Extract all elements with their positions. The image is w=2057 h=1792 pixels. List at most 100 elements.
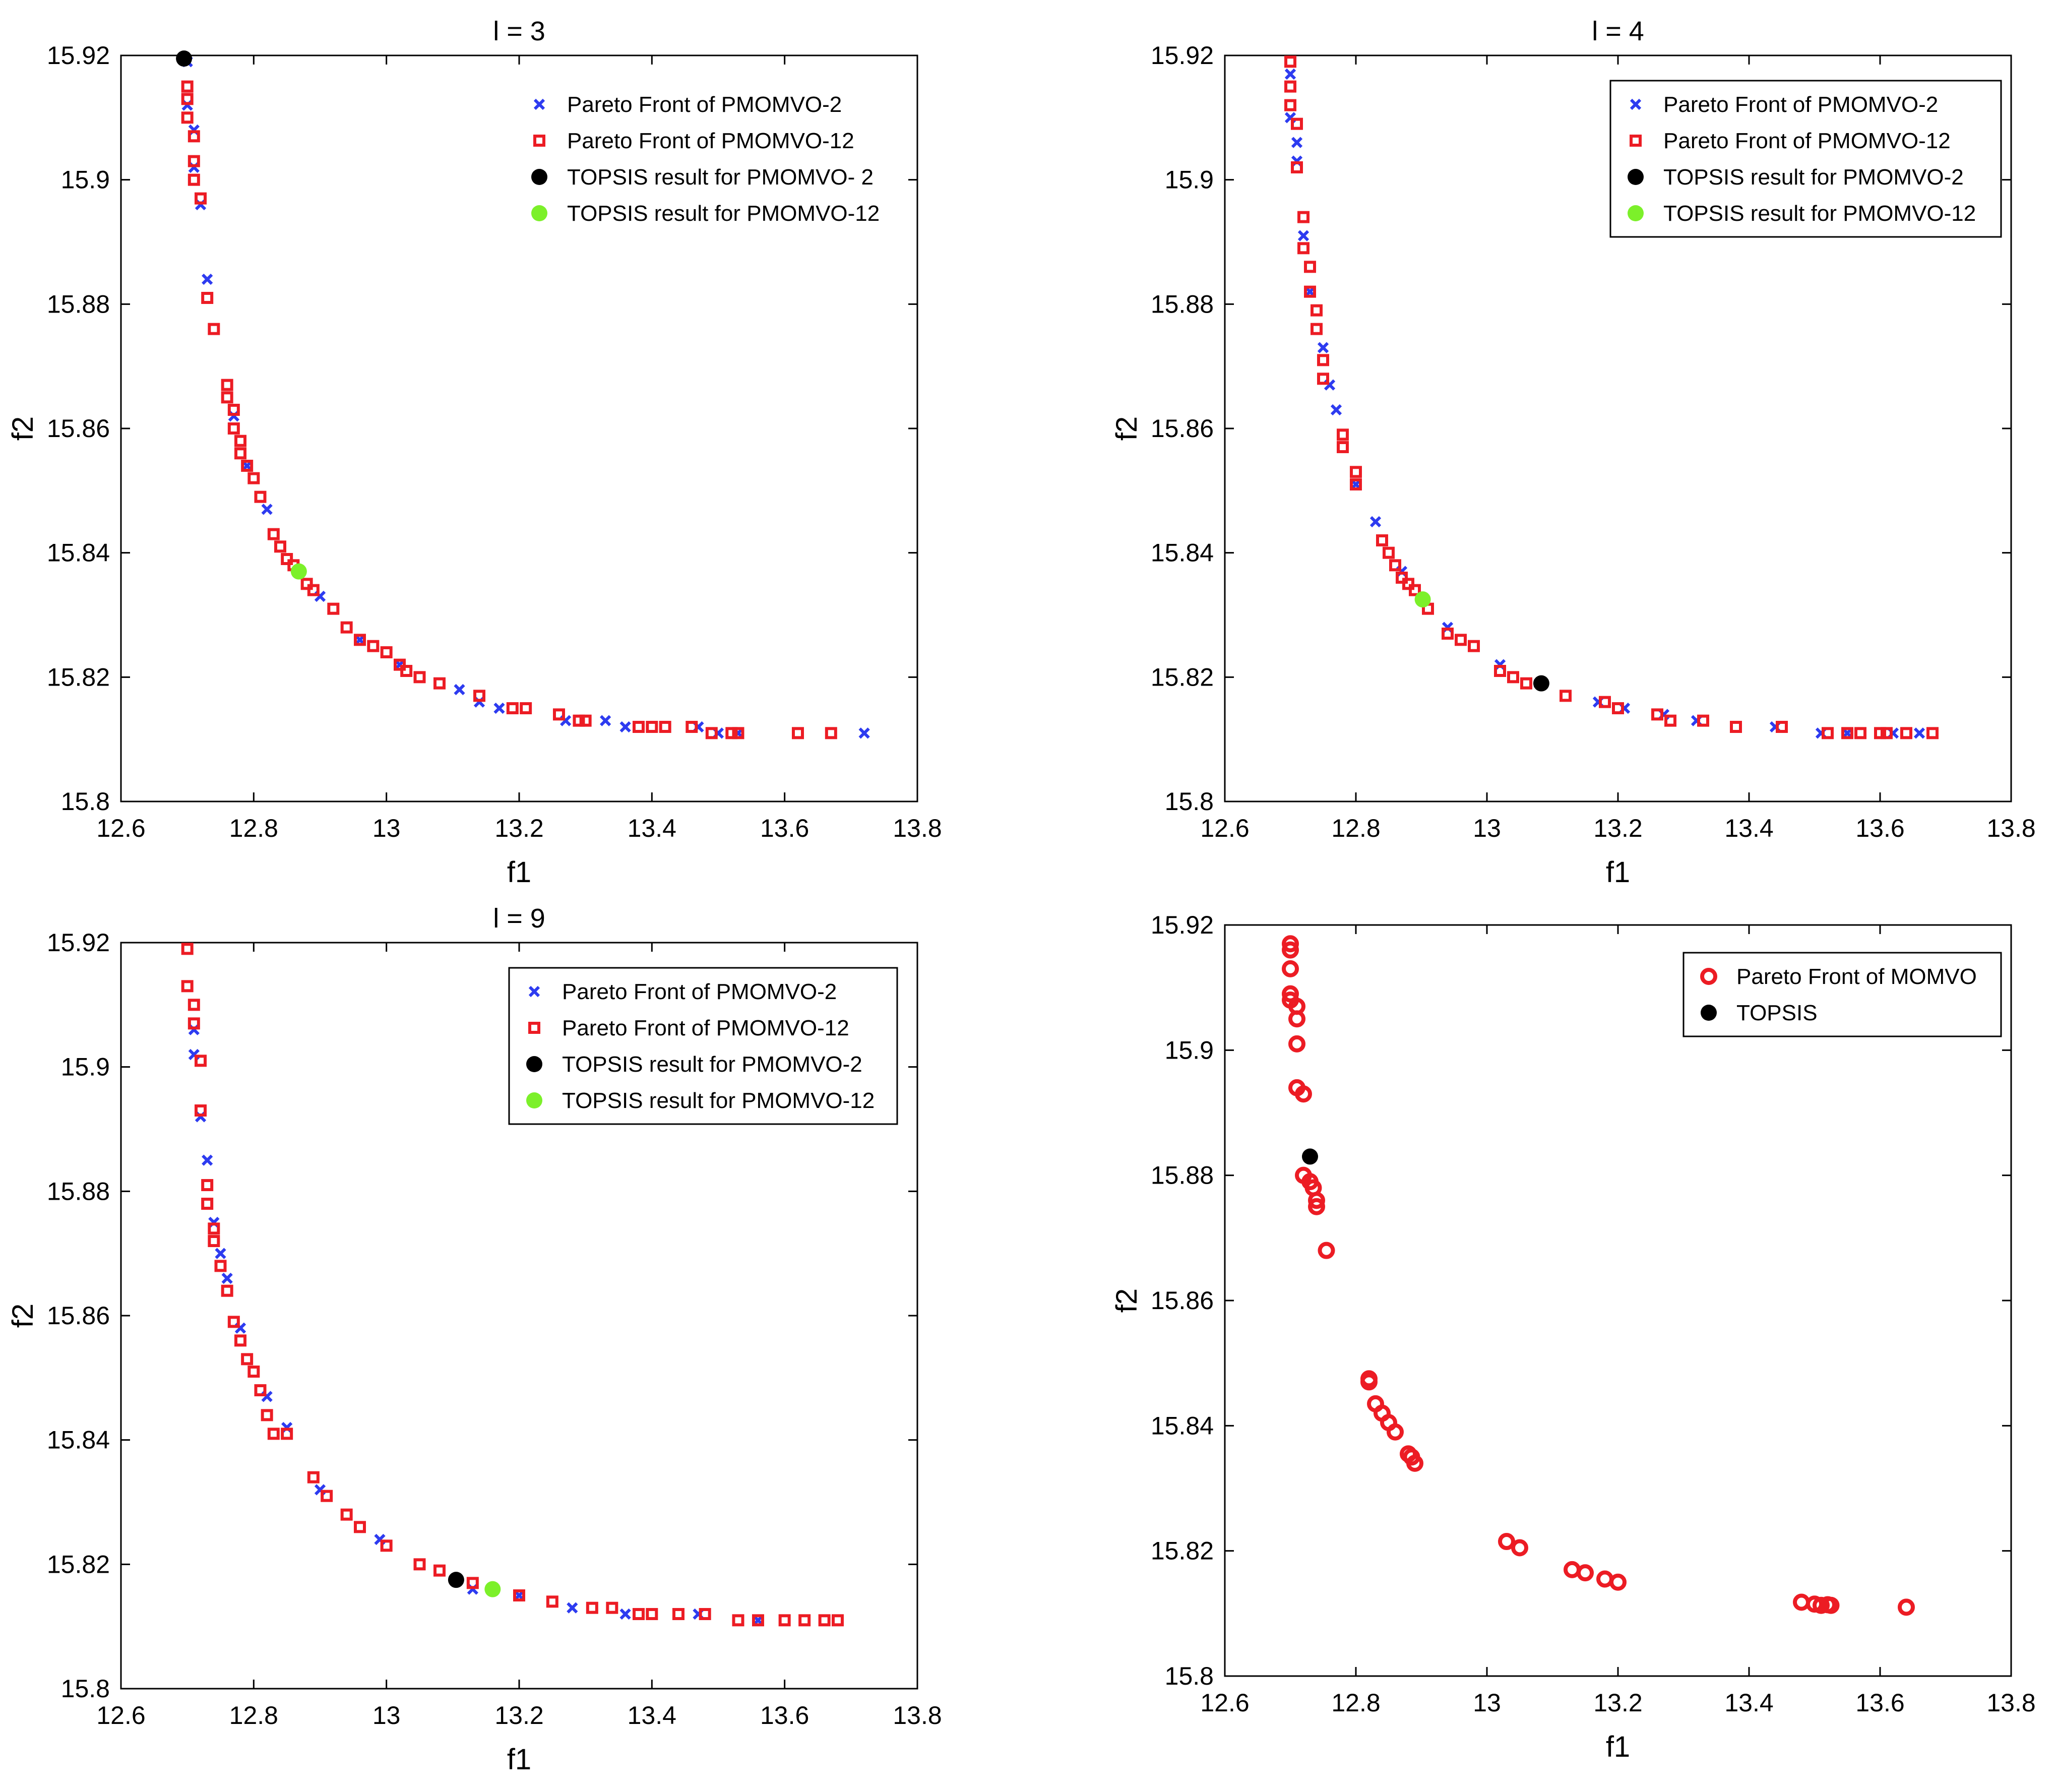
y-tick-label: 15.82 (1151, 663, 1214, 691)
data-point (1318, 1242, 1335, 1259)
y-tick-label: 15.9 (61, 1053, 110, 1081)
data-point (818, 1614, 831, 1627)
data-point (1402, 578, 1414, 590)
legend-label: Pareto Front of PMOMVO-2 (1663, 92, 1938, 117)
legend-marker (1700, 968, 1717, 985)
data-point (606, 1601, 618, 1614)
data-point (281, 1428, 293, 1440)
data-point (340, 1508, 353, 1521)
y-tick-label: 15.88 (1151, 1161, 1214, 1190)
data-point (1383, 546, 1395, 559)
data-point (188, 155, 200, 167)
data-point (1564, 1561, 1581, 1578)
data-point (181, 943, 194, 955)
x-tick-label: 13.2 (494, 1701, 543, 1729)
data-point (579, 714, 592, 727)
data-point (327, 602, 340, 615)
data-point (1282, 935, 1299, 953)
data-point (340, 621, 353, 634)
data-point (1308, 1198, 1325, 1215)
data-point (1793, 1593, 1810, 1611)
data-point (234, 435, 246, 447)
data-point (1560, 690, 1572, 702)
data-point (234, 1334, 246, 1347)
x-tick-label: 12.6 (96, 814, 145, 842)
x-tick-label: 13.8 (1986, 1689, 2035, 1717)
x-tick-label: 13.6 (1855, 814, 1904, 842)
data-point (1282, 985, 1299, 1003)
legend-marker (528, 1022, 540, 1034)
data-point (732, 727, 744, 739)
data-point (1406, 1454, 1423, 1472)
series-pareto (181, 80, 837, 739)
data-point (1664, 714, 1676, 727)
y-tick-label: 15.92 (47, 929, 110, 957)
data-point (1369, 516, 1382, 528)
data-point (792, 727, 804, 739)
legend-marker (1628, 205, 1644, 221)
y-tick-label: 15.84 (47, 1426, 110, 1454)
data-point (1442, 628, 1454, 640)
data-point (241, 460, 254, 472)
data-point (1317, 354, 1329, 366)
data-point (300, 578, 313, 590)
data-point (1612, 702, 1624, 714)
data-point (1337, 441, 1349, 453)
data-point (725, 727, 738, 739)
data-point (1599, 696, 1611, 708)
y-tick-label: 15.86 (47, 414, 110, 443)
x-axis-label: f1 (1606, 1731, 1630, 1763)
data-point (546, 1595, 558, 1608)
data-point (1330, 404, 1342, 416)
data-point (221, 379, 233, 391)
data-point (1337, 428, 1349, 441)
series-topsis (1302, 1148, 1318, 1165)
y-tick-label: 15.92 (1151, 41, 1214, 70)
panel-title: l = 4 (1592, 16, 1644, 46)
legend-label: TOPSIS result for PMOMVO-12 (567, 201, 880, 226)
data-point (433, 677, 446, 690)
data-point (1297, 242, 1310, 255)
data-point (1498, 1533, 1515, 1551)
legend-label: TOPSIS result for PMOMVO-12 (562, 1088, 875, 1113)
data-point (221, 1284, 233, 1297)
x-tick-label: 13 (372, 814, 401, 842)
x-tick-label: 13.2 (494, 814, 543, 842)
x-tick-label: 13.2 (1593, 1689, 1642, 1717)
data-point (247, 472, 260, 484)
data-point (506, 702, 519, 714)
data-point (705, 727, 718, 739)
data-point (202, 273, 213, 285)
panel-l9: 12.6 12.8 13 13.2 13.4 13.6 13.8 15.8 15.82 15.84… (7, 903, 942, 1776)
data-point (448, 1572, 464, 1588)
x-tick-label: 13.6 (760, 814, 809, 842)
data-point (832, 1614, 844, 1627)
data-point (1776, 721, 1788, 733)
y-tick-label: 15.84 (47, 539, 110, 567)
y-tick-label: 15.86 (1151, 1286, 1214, 1315)
data-point (858, 727, 870, 739)
data-point (215, 1248, 226, 1259)
data-point (659, 721, 671, 733)
data-point (234, 447, 246, 460)
x-tick-label: 12.6 (96, 1701, 145, 1729)
legend-label: TOPSIS result for PMOMVO- 2 (567, 165, 874, 190)
data-point (195, 1055, 207, 1067)
legend-marker (1701, 1005, 1717, 1021)
series-topsis (484, 1581, 501, 1597)
data-point (646, 721, 658, 733)
data-point (176, 50, 193, 67)
data-point (1389, 559, 1401, 572)
data-point (181, 111, 194, 124)
y-tick-label: 15.92 (1151, 911, 1214, 939)
data-point (646, 1608, 658, 1620)
data-point (473, 690, 485, 702)
data-point (413, 671, 426, 684)
data-point (1288, 1010, 1305, 1028)
data-point (1308, 1192, 1325, 1209)
data-point (433, 1564, 446, 1577)
series-topsis (1533, 675, 1549, 692)
data-point (221, 1272, 233, 1284)
data-point (181, 93, 194, 105)
data-point (1596, 1570, 1613, 1588)
